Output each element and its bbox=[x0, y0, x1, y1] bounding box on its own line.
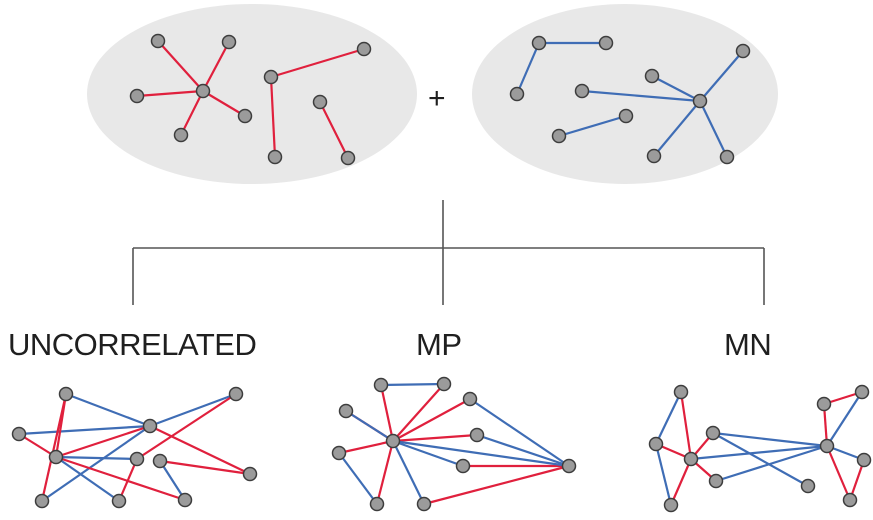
uncorrelated-node bbox=[58, 386, 74, 402]
red-layer-hub-node bbox=[195, 83, 211, 99]
red-layer-node bbox=[356, 41, 372, 57]
plus-sign: + bbox=[428, 82, 446, 115]
mn-network bbox=[648, 384, 872, 513]
uncorrelated-node bbox=[34, 493, 50, 509]
uncorrelated-node bbox=[152, 453, 168, 469]
mp-node bbox=[338, 403, 354, 419]
mp-node bbox=[416, 496, 432, 512]
red-layer-node bbox=[173, 127, 189, 143]
blue-layer-node bbox=[719, 149, 735, 165]
red-layer-node bbox=[150, 33, 166, 49]
blue-layer-hub-node bbox=[692, 93, 708, 109]
uncorrelated-node bbox=[48, 449, 64, 465]
uncorrelated-node bbox=[142, 418, 158, 434]
mn-node bbox=[842, 492, 858, 508]
mn-node bbox=[816, 396, 832, 412]
mn-hub-node bbox=[683, 451, 699, 467]
red-layer-node bbox=[340, 150, 356, 166]
blue-layer-node bbox=[644, 68, 660, 84]
mn-label: MN bbox=[724, 327, 772, 362]
mn-node bbox=[708, 473, 724, 489]
uncorrelated-node bbox=[11, 426, 27, 442]
mp-node bbox=[561, 458, 577, 474]
uncorrelated-nodes bbox=[11, 386, 258, 509]
branch-connector bbox=[132, 200, 765, 305]
mp-node bbox=[373, 377, 389, 393]
uncorrelated-node bbox=[242, 466, 258, 482]
mp-node bbox=[462, 391, 478, 407]
mp-blue-edges bbox=[338, 382, 570, 505]
mp-hub-node bbox=[385, 433, 401, 449]
red-layer-bubble bbox=[87, 4, 417, 184]
blue-layer-edges bbox=[515, 41, 744, 158]
mn-node bbox=[856, 452, 872, 468]
uncorrelated-node bbox=[129, 451, 145, 467]
mn-node bbox=[705, 425, 721, 441]
blue-layer-node bbox=[598, 35, 614, 51]
mp-node bbox=[455, 458, 471, 474]
red-layer-node bbox=[312, 94, 328, 110]
blue-layer-node bbox=[618, 108, 634, 124]
blue-layer-node bbox=[646, 148, 662, 164]
mn-node bbox=[648, 436, 664, 452]
uncorrelated-node bbox=[111, 493, 127, 509]
red-layer-node bbox=[129, 88, 145, 104]
mn-node bbox=[854, 384, 870, 400]
mp-label: MP bbox=[416, 327, 462, 362]
uncorrelated-label: UNCORRELATED bbox=[8, 327, 257, 362]
blue-layer-node bbox=[509, 86, 525, 102]
red-layer-node bbox=[267, 149, 283, 165]
mn-node bbox=[800, 478, 816, 494]
mp-node bbox=[331, 445, 347, 461]
blue-layer-node bbox=[551, 128, 567, 144]
uncorrelated-node bbox=[228, 386, 244, 402]
blue-layer-node bbox=[735, 43, 751, 59]
mp-node bbox=[436, 376, 452, 392]
mp-node bbox=[369, 496, 385, 512]
mp-red-edges bbox=[338, 383, 570, 506]
mn-node bbox=[663, 497, 679, 513]
mp-network bbox=[331, 376, 577, 512]
red-layer-node bbox=[263, 69, 279, 85]
blue-layer-nodes bbox=[509, 35, 751, 165]
red-layer-node bbox=[237, 108, 253, 124]
mn-hub-node bbox=[819, 438, 835, 454]
mp-nodes bbox=[331, 376, 577, 512]
red-layer-nodes bbox=[129, 33, 372, 166]
uncorrelated-node bbox=[177, 492, 193, 508]
red-layer-node bbox=[221, 34, 237, 50]
uncorrelated-blue-edges bbox=[18, 392, 237, 502]
red-layer-edges bbox=[136, 40, 365, 159]
mn-node bbox=[673, 384, 689, 400]
uncorrelated-red-edges bbox=[18, 393, 251, 502]
blue-layer-node bbox=[574, 83, 590, 99]
mp-node bbox=[469, 427, 485, 443]
blue-layer-node bbox=[531, 35, 547, 51]
uncorrelated-network bbox=[11, 386, 258, 509]
mn-nodes bbox=[648, 384, 872, 513]
